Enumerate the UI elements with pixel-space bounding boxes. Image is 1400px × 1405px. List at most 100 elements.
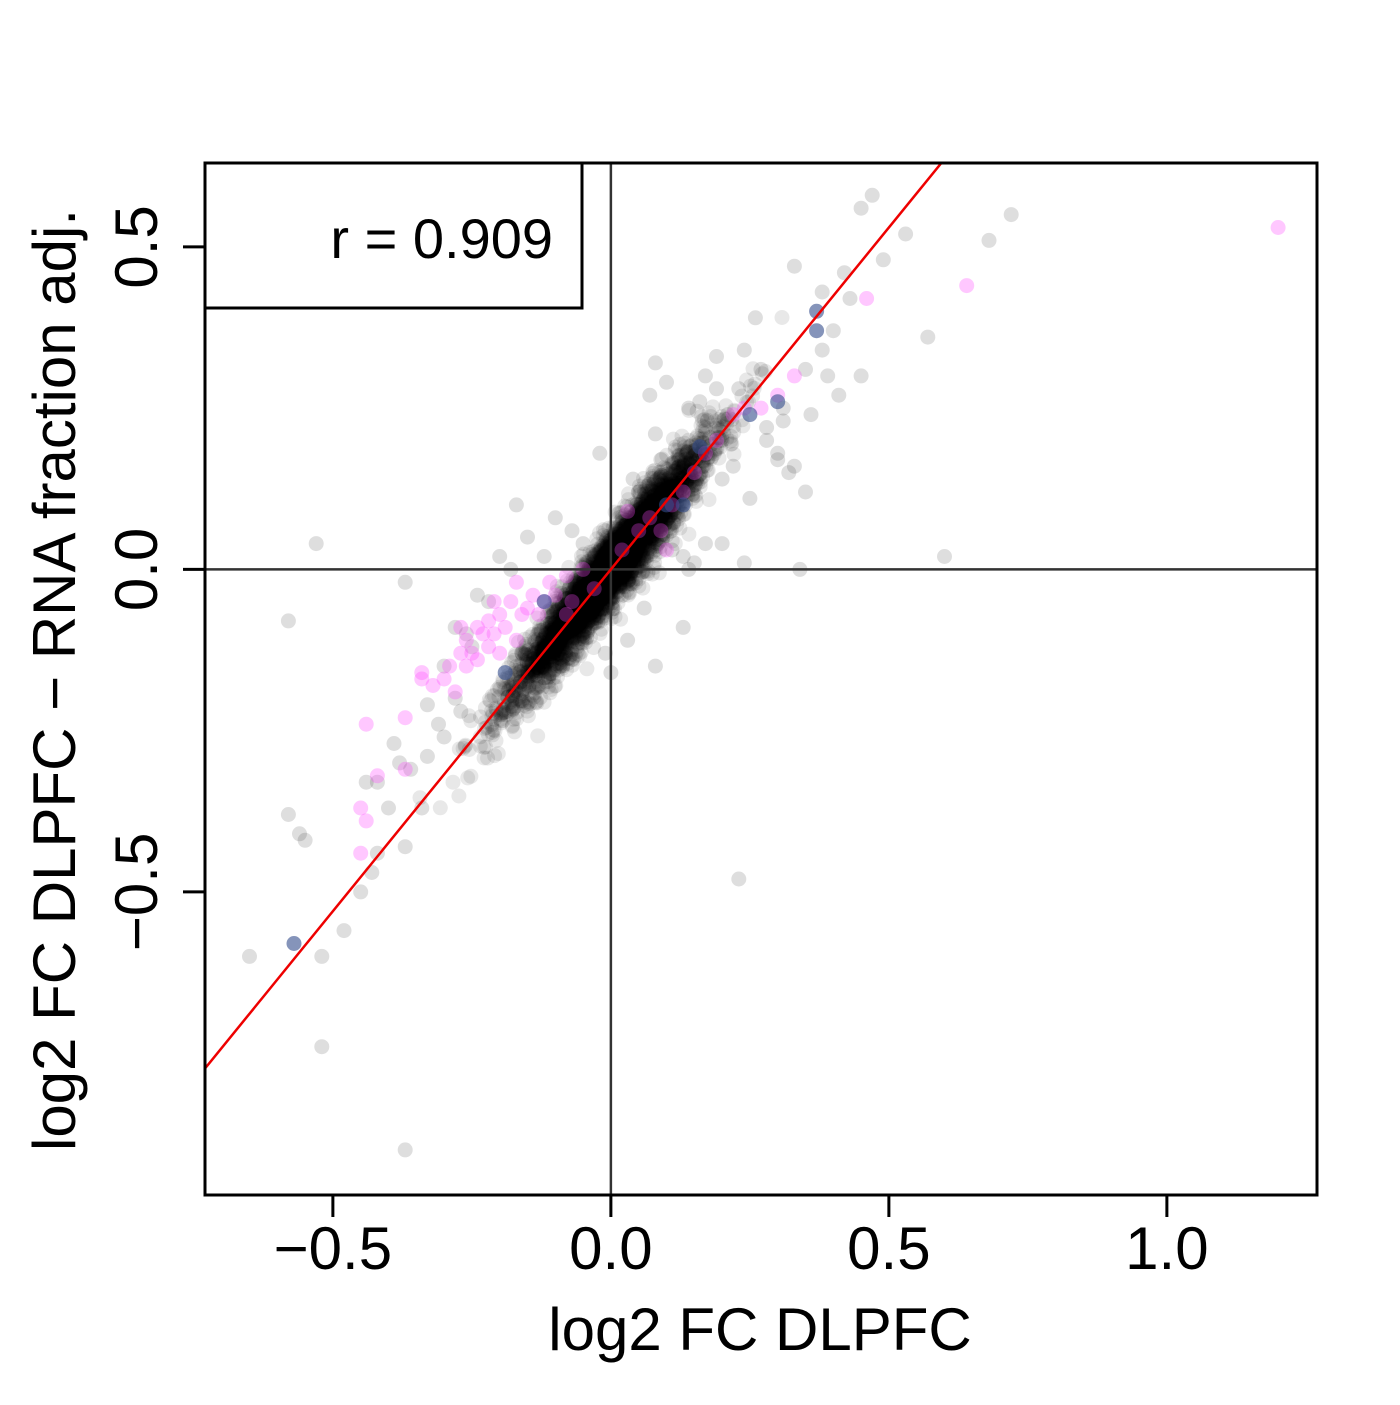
data-point xyxy=(642,516,658,532)
data-point xyxy=(536,621,552,637)
data-point xyxy=(550,662,566,678)
data-point xyxy=(644,528,660,544)
data-point xyxy=(642,518,658,534)
data-point xyxy=(685,473,701,488)
data-point xyxy=(670,468,686,483)
data-point xyxy=(563,608,579,624)
data-point xyxy=(622,522,638,538)
data-point xyxy=(531,676,547,692)
data-point xyxy=(602,543,618,559)
data-point-outliers-gray xyxy=(631,484,647,500)
data-point xyxy=(633,530,648,546)
data-point xyxy=(640,491,656,507)
data-point xyxy=(612,564,628,580)
data-point xyxy=(587,593,603,609)
data-point xyxy=(574,614,590,630)
data-point xyxy=(713,439,729,455)
data-point xyxy=(628,514,643,530)
data-point xyxy=(584,597,599,613)
data-point xyxy=(649,482,665,498)
data-point xyxy=(584,616,600,632)
data-point xyxy=(609,578,625,594)
data-point xyxy=(571,581,587,597)
data-point xyxy=(589,567,605,583)
data-point xyxy=(483,693,498,709)
data-point-highlight-magenta xyxy=(508,632,524,648)
data-point xyxy=(557,591,573,607)
data-point xyxy=(582,544,598,560)
data-point xyxy=(613,588,629,604)
data-point xyxy=(622,555,638,571)
data-point xyxy=(523,656,539,672)
data-point xyxy=(620,556,636,572)
data-point xyxy=(693,466,709,482)
data-point xyxy=(593,540,609,556)
data-point xyxy=(533,641,549,657)
data-point-outliers-gray xyxy=(575,536,591,552)
data-point xyxy=(556,630,572,646)
data-point xyxy=(611,563,627,579)
data-point xyxy=(544,656,559,672)
data-point xyxy=(665,456,681,472)
data-point xyxy=(541,679,556,695)
data-point xyxy=(530,663,546,679)
data-point xyxy=(511,691,527,707)
data-point xyxy=(529,695,545,711)
data-point xyxy=(628,509,643,525)
data-point xyxy=(581,563,597,579)
data-point xyxy=(574,567,590,583)
data-point xyxy=(670,508,686,524)
data-point xyxy=(571,617,586,633)
data-point xyxy=(591,597,607,613)
data-point xyxy=(608,531,624,547)
data-point xyxy=(617,540,633,556)
data-point xyxy=(604,575,620,591)
data-point xyxy=(528,642,544,658)
data-point xyxy=(692,471,708,487)
data-point xyxy=(556,606,572,622)
data-point xyxy=(674,428,690,444)
data-point xyxy=(634,527,650,543)
data-point xyxy=(587,554,603,570)
data-point xyxy=(573,593,588,609)
data-point xyxy=(579,610,595,626)
data-point xyxy=(571,604,587,620)
data-point-outliers-gray xyxy=(814,342,830,358)
data-point xyxy=(575,613,591,629)
data-point xyxy=(505,701,521,717)
data-point xyxy=(638,502,653,518)
data-point xyxy=(554,651,570,667)
data-point xyxy=(574,602,589,618)
data-point-outliers-gray xyxy=(536,549,552,564)
data-point xyxy=(595,589,611,605)
data-point xyxy=(612,532,627,548)
data-point xyxy=(540,643,556,659)
data-point-outliers-gray xyxy=(770,452,786,468)
data-point xyxy=(541,655,557,671)
data-point xyxy=(745,361,761,377)
data-point xyxy=(560,628,576,644)
data-point xyxy=(518,671,534,687)
data-point xyxy=(648,542,664,558)
data-point xyxy=(631,514,647,530)
data-point-outliers-gray xyxy=(731,871,747,887)
data-point xyxy=(581,591,597,607)
data-point xyxy=(624,518,640,533)
data-point xyxy=(554,639,570,655)
data-point xyxy=(670,442,686,458)
data-point xyxy=(605,540,621,556)
data-point xyxy=(550,646,566,662)
data-point xyxy=(613,574,629,590)
data-point xyxy=(671,452,687,468)
data-point xyxy=(572,593,588,609)
data-point xyxy=(572,587,588,603)
data-point xyxy=(548,678,564,694)
data-point xyxy=(583,599,599,615)
data-point xyxy=(630,524,646,540)
data-point xyxy=(597,574,612,589)
data-point xyxy=(623,551,639,567)
data-point xyxy=(621,563,637,579)
data-point xyxy=(565,605,581,621)
data-point xyxy=(623,523,639,539)
data-point xyxy=(585,604,601,620)
